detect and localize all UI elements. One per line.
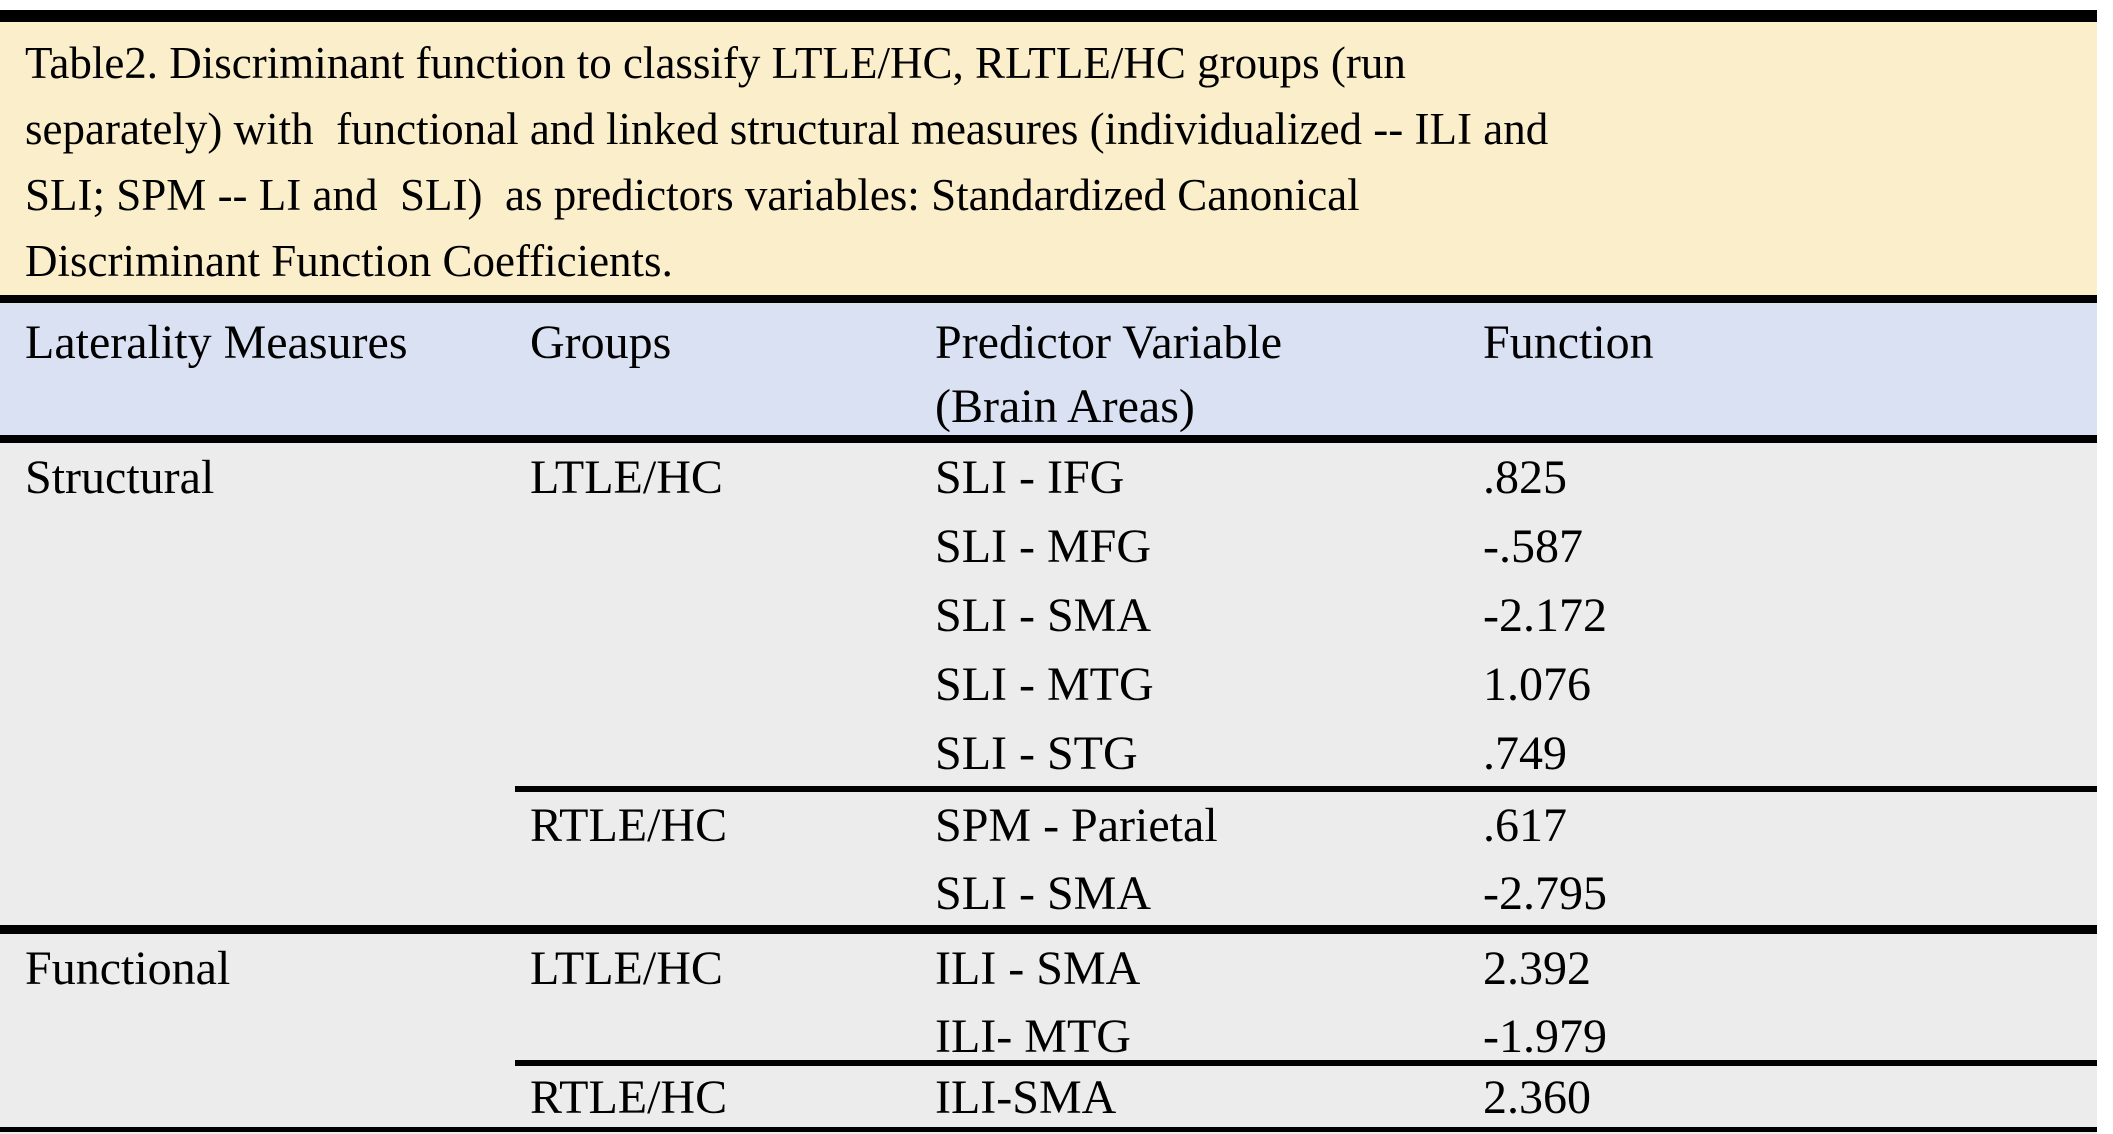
cell-laterality-measure: Functional xyxy=(25,942,231,995)
table-row: SLI - MFG -.587 xyxy=(0,519,2097,583)
table-row: RTLE/HC ILI-SMA 2.360 xyxy=(0,1070,2097,1134)
cell-group: RTLE/HC xyxy=(530,799,728,852)
header-groups: Groups xyxy=(530,316,672,369)
table-bottom-border xyxy=(0,1127,2097,1132)
table-row: SLI - SMA -2.172 xyxy=(0,588,2097,652)
cell-predictor: ILI- MTG xyxy=(935,1010,1131,1063)
header-predictor-variable: Predictor Variable xyxy=(935,316,1282,369)
group-divider-line xyxy=(515,1060,2097,1066)
cell-function-value: -1.979 xyxy=(1483,1010,1607,1063)
header-predictor-variable-sub: (Brain Areas) xyxy=(935,380,1195,433)
group-divider-line xyxy=(515,786,2097,792)
cell-predictor: SPM - Parietal xyxy=(935,799,1218,852)
cell-function-value: 2.360 xyxy=(1483,1071,1591,1124)
cell-function-value: 1.076 xyxy=(1483,658,1591,711)
section-divider-line xyxy=(0,925,2097,934)
cell-function-value: -2.172 xyxy=(1483,589,1607,642)
cell-function-value: .749 xyxy=(1483,727,1567,780)
cell-function-value: 2.392 xyxy=(1483,942,1591,995)
table-row: RTLE/HC SPM - Parietal .617 xyxy=(0,798,2097,862)
table-row: SLI - MTG 1.076 xyxy=(0,657,2097,721)
table-row: Structural LTLE/HC SLI - IFG .825 xyxy=(0,450,2097,514)
cell-group: RTLE/HC xyxy=(530,1071,728,1124)
cell-predictor: SLI - STG xyxy=(935,727,1138,780)
cell-group: LTLE/HC xyxy=(530,451,723,504)
header-laterality-measures: Laterality Measures xyxy=(25,316,408,369)
table-top-border xyxy=(0,10,2097,22)
table-row: SLI - SMA -2.795 xyxy=(0,866,2097,930)
cell-predictor: SLI - SMA xyxy=(935,867,1152,920)
cell-laterality-measure: Structural xyxy=(25,451,215,504)
cell-predictor: ILI-SMA xyxy=(935,1071,1117,1124)
table-row: Functional LTLE/HC ILI - SMA 2.392 xyxy=(0,941,2097,1005)
table-body: Structural LTLE/HC SLI - IFG .825 SLI - … xyxy=(0,443,2097,1134)
table-caption-line: Table2. Discriminant function to classif… xyxy=(25,38,1406,88)
table-caption: Table2. Discriminant function to classif… xyxy=(0,22,2097,295)
table-caption-line: Discriminant Function Coefficients. xyxy=(25,236,673,286)
cell-predictor: SLI - MFG xyxy=(935,520,1152,573)
table-row: ILI- MTG -1.979 xyxy=(0,1009,2097,1073)
cell-predictor: SLI - IFG xyxy=(935,451,1125,504)
header-function: Function xyxy=(1483,316,1654,369)
cell-predictor: SLI - MTG xyxy=(935,658,1154,711)
cell-function-value: -.587 xyxy=(1483,520,1583,573)
cell-function-value: .825 xyxy=(1483,451,1567,504)
table-caption-line: separately) with functional and linked s… xyxy=(25,104,1549,154)
cell-group: LTLE/HC xyxy=(530,942,723,995)
table-header-row: Laterality Measures Groups Predictor Var… xyxy=(0,295,2097,443)
table-row: SLI - STG .749 xyxy=(0,726,2097,790)
cell-predictor: ILI - SMA xyxy=(935,942,1141,995)
cell-function-value: .617 xyxy=(1483,799,1567,852)
cell-function-value: -2.795 xyxy=(1483,867,1607,920)
table-caption-line: SLI; SPM -- LI and SLI) as predictors va… xyxy=(25,170,1360,220)
cell-predictor: SLI - SMA xyxy=(935,589,1152,642)
